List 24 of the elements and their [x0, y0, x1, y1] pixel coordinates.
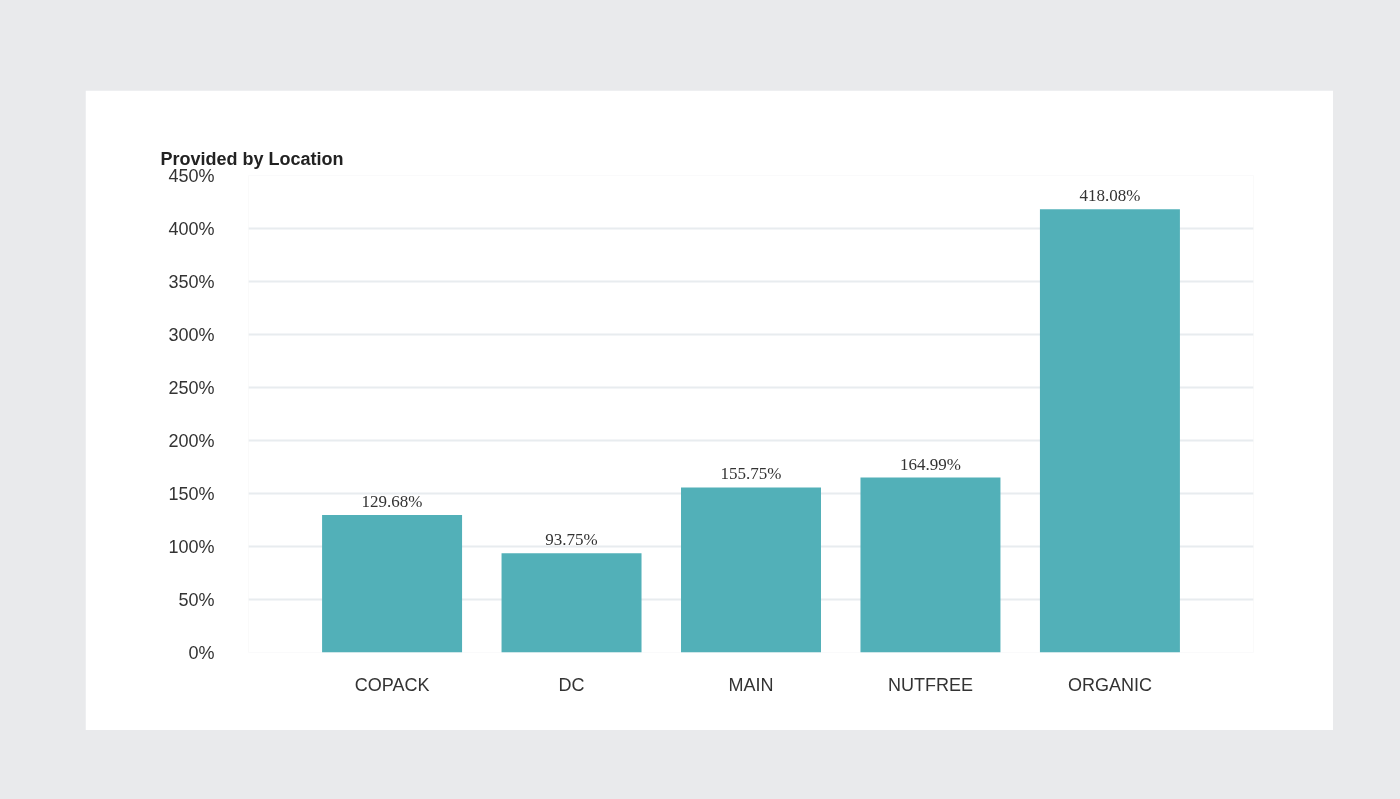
y-tick-label: 350%: [168, 271, 215, 292]
y-tick-label: 200%: [168, 430, 215, 451]
bar: [501, 553, 642, 653]
data-label: 164.99%: [900, 454, 961, 474]
y-tick-label: 300%: [168, 324, 215, 345]
x-tick-label: MAIN: [728, 674, 774, 695]
bar: [322, 515, 463, 653]
y-tick-label: 0%: [188, 642, 215, 663]
data-label: 155.75%: [720, 464, 782, 484]
x-tick-label: DC: [558, 674, 585, 695]
y-tick-label: 400%: [168, 218, 215, 239]
data-label: 418.08%: [1079, 186, 1141, 206]
y-tick-label: 150%: [168, 483, 215, 504]
bar: [1039, 209, 1180, 653]
data-label: 93.75%: [545, 530, 598, 550]
y-tick-label: 50%: [178, 589, 215, 610]
y-tick-label: 250%: [168, 377, 215, 398]
data-label: 129.68%: [361, 492, 423, 512]
y-tick-label: 100%: [168, 536, 215, 557]
bar: [860, 477, 1001, 653]
bar: [681, 487, 821, 653]
x-tick-label: NUTFREE: [887, 674, 973, 695]
x-tick-label: ORGANIC: [1067, 674, 1152, 695]
x-tick-label: COPACK: [354, 674, 430, 695]
